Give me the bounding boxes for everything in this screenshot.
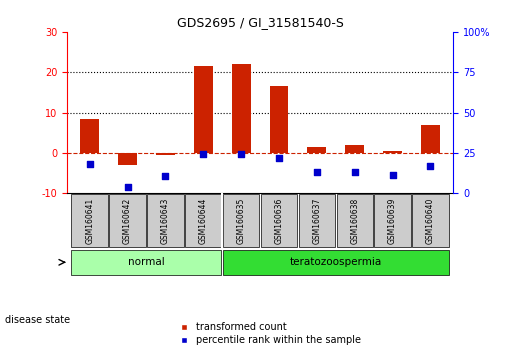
Title: GDS2695 / GI_31581540-S: GDS2695 / GI_31581540-S [177,16,344,29]
Bar [232,64,251,153]
FancyBboxPatch shape [299,194,335,247]
Text: GSM160635: GSM160635 [236,198,246,244]
Bar [118,153,137,165]
Text: GSM160640: GSM160640 [426,198,435,244]
Point [388,173,397,178]
Bar [421,125,440,153]
Text: GSM160644: GSM160644 [199,198,208,244]
FancyBboxPatch shape [261,194,297,247]
Point [237,152,245,157]
Text: GSM160642: GSM160642 [123,198,132,244]
Text: GSM160643: GSM160643 [161,198,170,244]
FancyBboxPatch shape [185,194,221,247]
Bar [383,151,402,153]
Point [351,169,359,175]
Text: GSM160637: GSM160637 [313,198,321,244]
FancyBboxPatch shape [413,194,449,247]
Bar [345,145,364,153]
FancyBboxPatch shape [72,250,221,275]
Text: GSM160639: GSM160639 [388,198,397,244]
Bar [269,86,288,153]
Text: GSM160641: GSM160641 [85,198,94,244]
Point [124,184,132,189]
Bar [156,153,175,155]
Text: GSM160636: GSM160636 [274,198,284,244]
Point [313,169,321,175]
Point [275,155,283,160]
FancyBboxPatch shape [72,194,108,247]
Point [426,163,435,169]
FancyBboxPatch shape [223,194,260,247]
Text: GSM160638: GSM160638 [350,198,359,244]
Bar [307,147,327,153]
Bar [194,66,213,153]
FancyBboxPatch shape [147,194,183,247]
FancyBboxPatch shape [223,250,449,275]
FancyBboxPatch shape [337,194,373,247]
Legend: transformed count, percentile rank within the sample: transformed count, percentile rank withi… [170,319,365,349]
Bar [80,119,99,153]
Point [161,173,169,179]
FancyBboxPatch shape [109,194,146,247]
Point [85,161,94,167]
FancyBboxPatch shape [374,194,411,247]
Text: teratozoospermia: teratozoospermia [289,257,382,267]
Text: normal: normal [128,257,165,267]
Point [199,152,208,157]
Text: disease state: disease state [5,315,70,325]
